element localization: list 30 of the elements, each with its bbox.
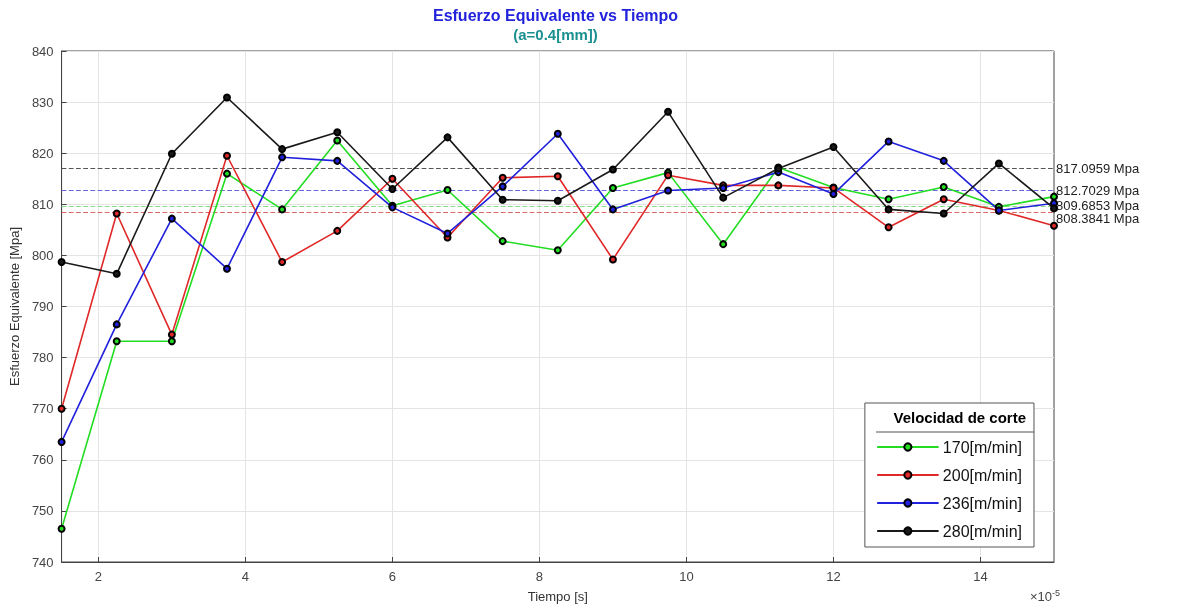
y-tick-label: 760: [31, 452, 54, 468]
y-tick-label: 790: [31, 299, 54, 314]
legend-title: Velocidad de corte: [893, 409, 1026, 426]
ref-line-label: 817.0959 Mpa: [1056, 160, 1140, 176]
chart-title: Esfuerzo Equivalente vs Tiempo: [432, 6, 679, 24]
y-tick-label: 750: [31, 503, 54, 519]
x-tick-label: 10: [679, 569, 694, 584]
legend-label: 170[m/min]: [942, 438, 1022, 456]
x-tick-label: 4: [241, 569, 249, 584]
y-tick-label: 770: [31, 401, 54, 417]
y-tick-label: 840: [31, 43, 54, 59]
chart-subtitle: (a=0.4[mm]): [513, 26, 598, 43]
legend-label: 200[m/min]: [942, 466, 1022, 484]
y-tick-label: 830: [31, 94, 54, 110]
ref-line-label: 812.7029 Mpa: [1056, 183, 1140, 198]
x-axis-title: Tiempo [s]: [527, 589, 588, 604]
legend-label: 236[m/min]: [942, 494, 1022, 512]
y-tick-label: 820: [31, 145, 54, 161]
y-tick-label: 780: [31, 350, 54, 366]
y-tick-label: 800: [31, 247, 54, 263]
y-tick-label: 810: [31, 196, 54, 212]
x-tick-label: 2: [94, 569, 102, 584]
x-tick-label: 12: [826, 569, 841, 584]
y-axis-title: Esfuerzo Equivalente [Mpa]: [7, 227, 22, 386]
x-tick-label: 6: [388, 569, 397, 584]
ref-line-label: 809.6853 Mpa: [1056, 198, 1140, 214]
y-tick-label: 740: [31, 554, 54, 570]
x-tick-label: 8: [535, 569, 544, 584]
x-tick-label: 14: [973, 569, 988, 584]
legend-label: 280[m/min]: [942, 522, 1022, 540]
